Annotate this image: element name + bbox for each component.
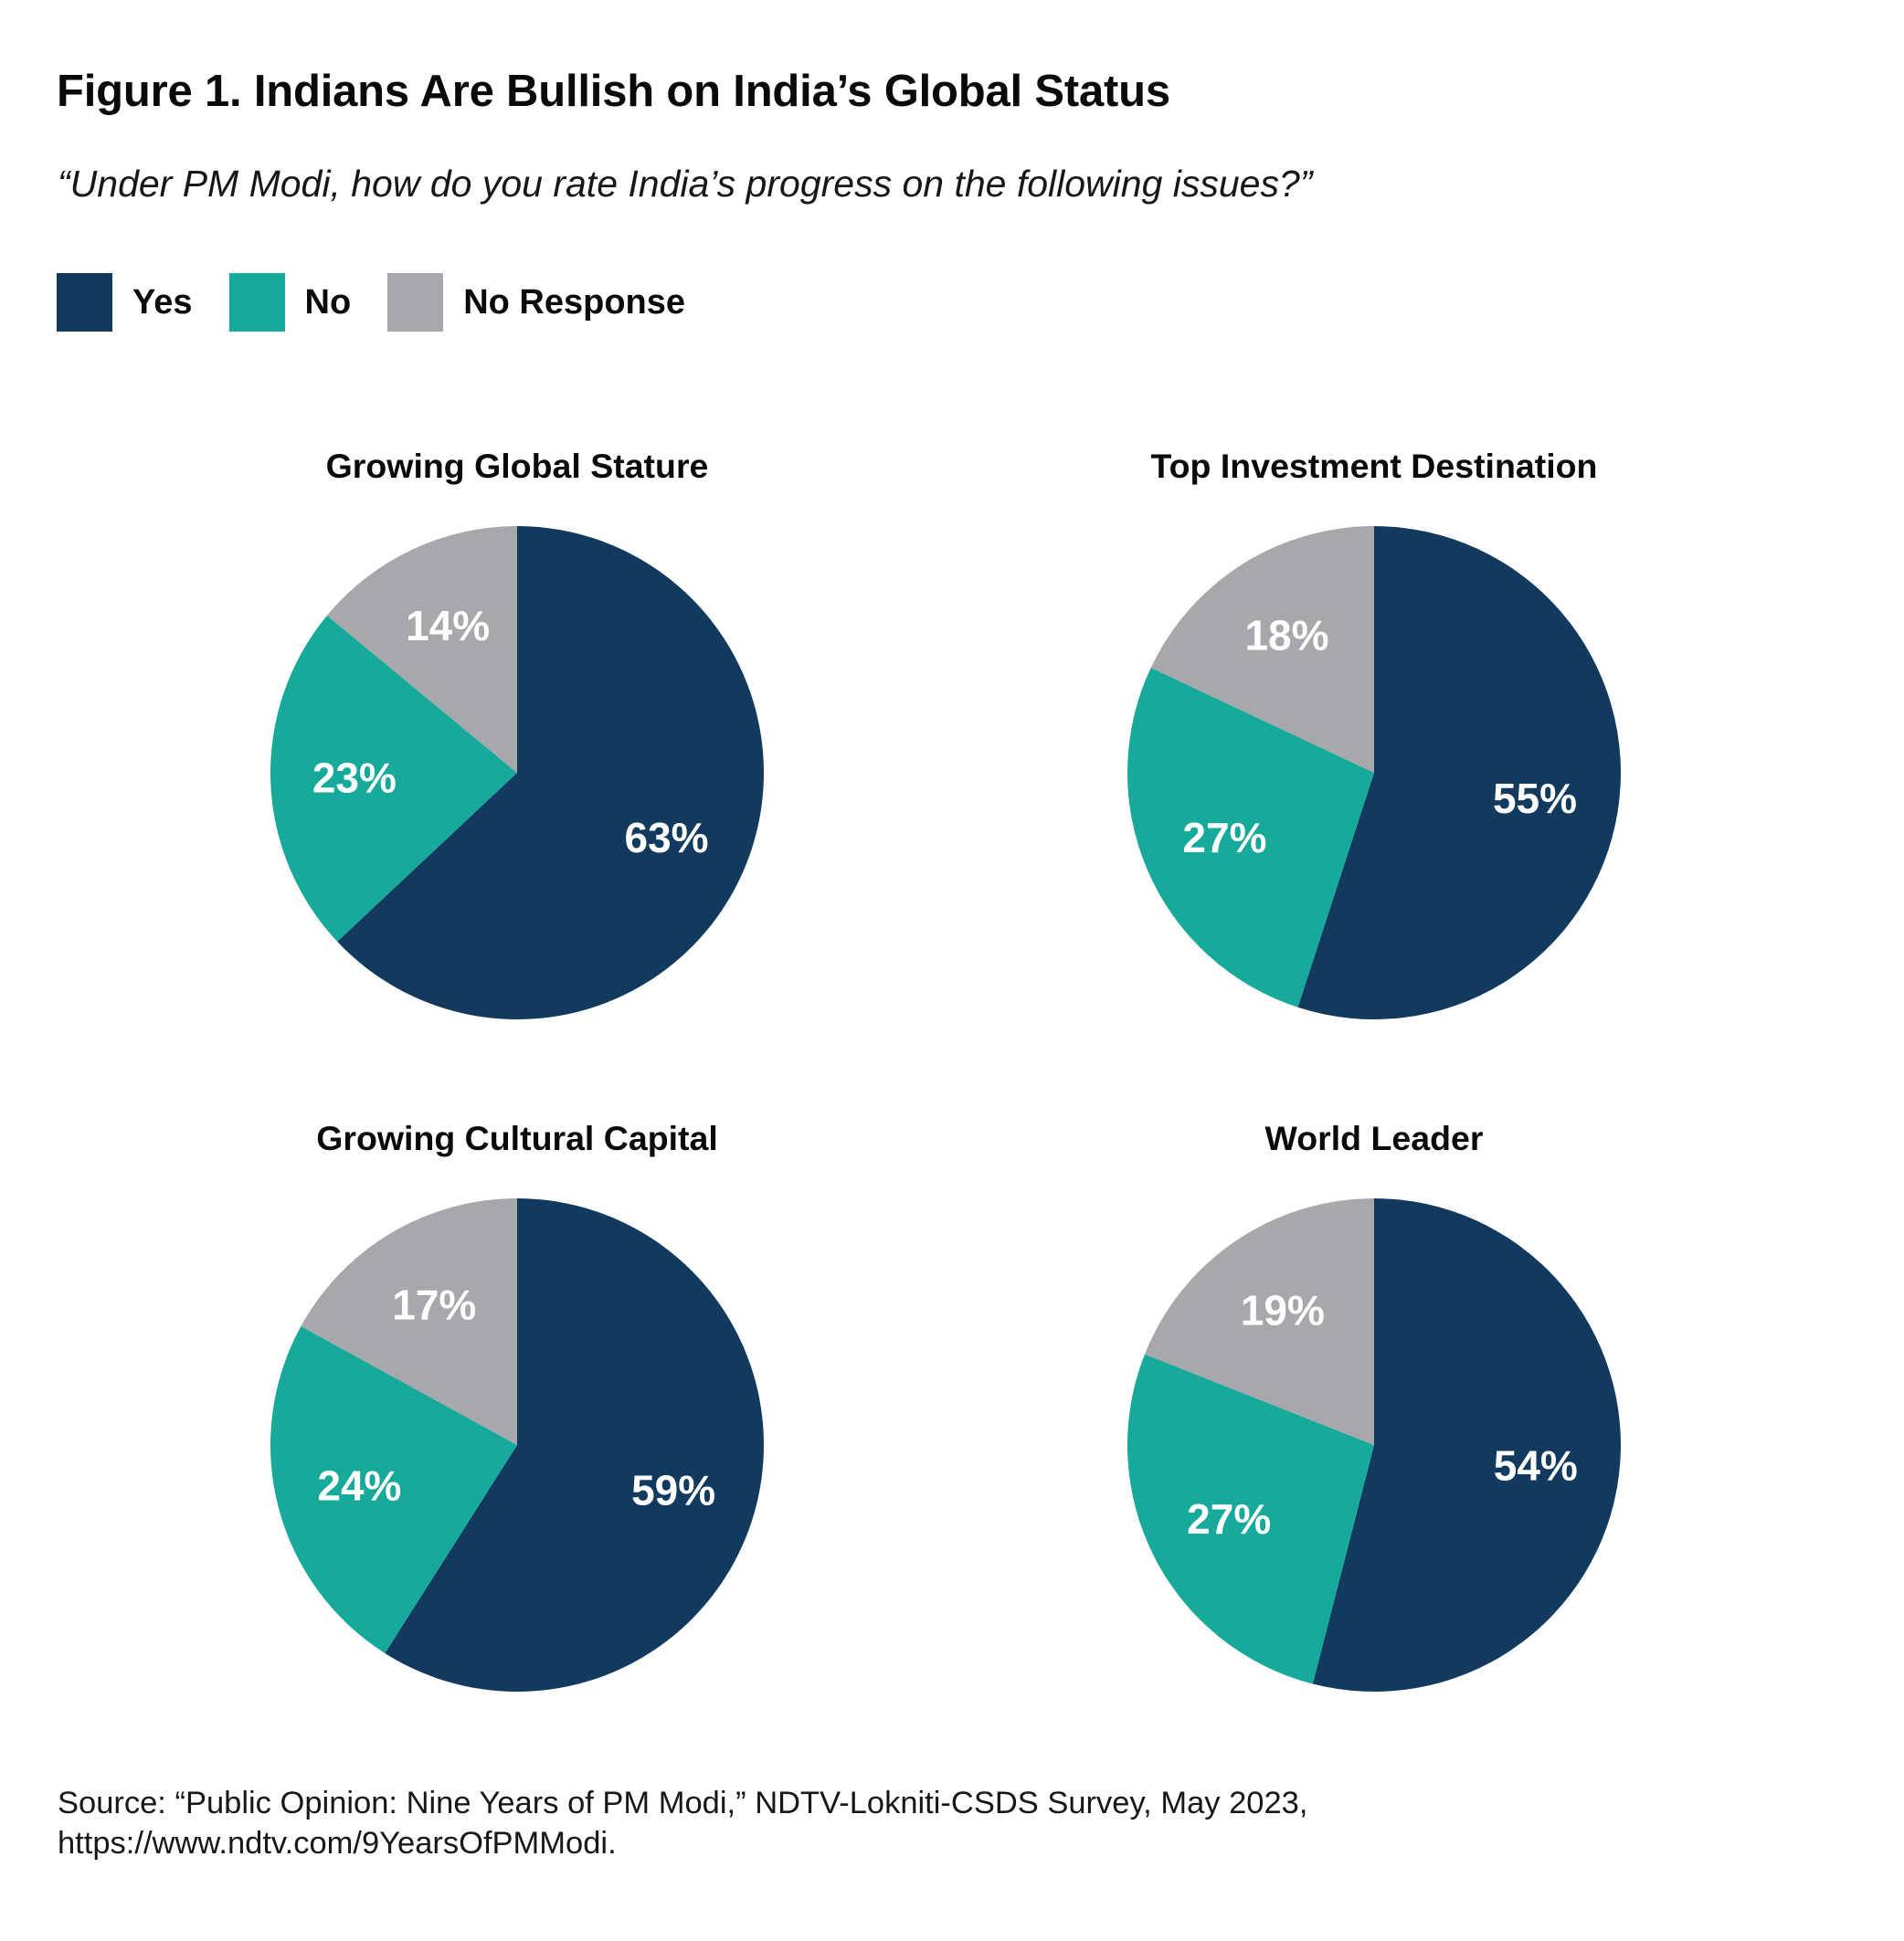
- svg-text:55%: 55%: [1493, 775, 1577, 822]
- svg-text:27%: 27%: [1182, 814, 1266, 861]
- svg-text:54%: 54%: [1494, 1441, 1578, 1489]
- svg-text:24%: 24%: [317, 1461, 401, 1509]
- svg-text:19%: 19%: [1241, 1287, 1325, 1334]
- svg-text:59%: 59%: [631, 1467, 715, 1514]
- svg-text:14%: 14%: [406, 602, 490, 649]
- svg-text:63%: 63%: [625, 814, 709, 861]
- svg-text:27%: 27%: [1187, 1495, 1271, 1543]
- svg-text:17%: 17%: [392, 1282, 476, 1329]
- svg-text:18%: 18%: [1244, 612, 1328, 659]
- svg-text:23%: 23%: [312, 754, 397, 802]
